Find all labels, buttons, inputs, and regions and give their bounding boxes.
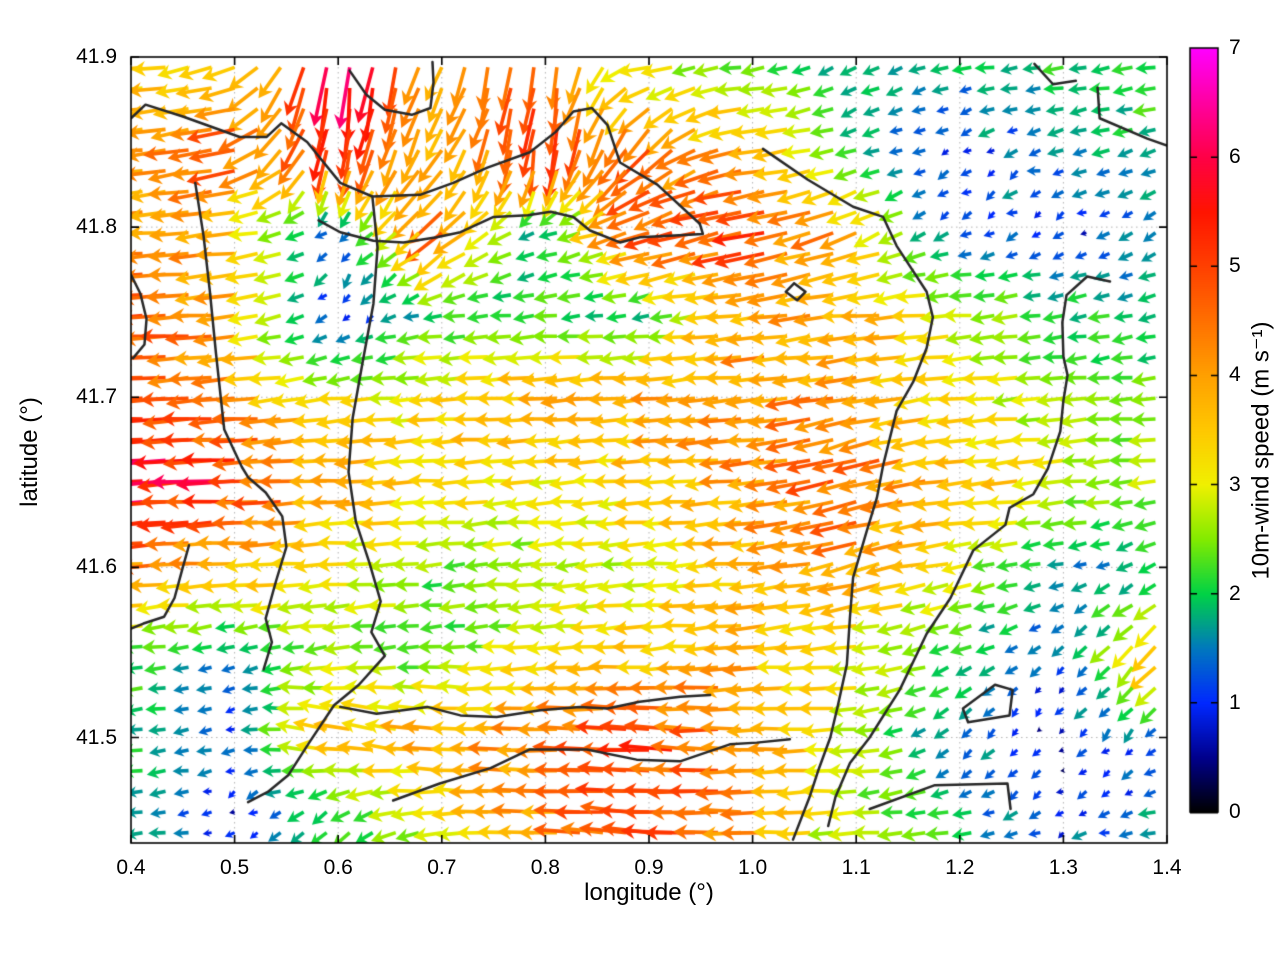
x-tick-label: 1.4 [1152,856,1182,879]
colorbar-tick-label: 3 [1229,472,1241,496]
colorbar-label: 10m-wind speed (m s⁻¹) [1247,321,1275,580]
colorbar-tick-label: 5 [1229,254,1241,278]
colorbar-tick-label: 1 [1229,690,1241,714]
y-tick-label: 41.9 [76,45,117,68]
x-tick-label: 0.9 [634,856,664,879]
x-tick-label: 1.2 [945,856,975,879]
x-axis-label: longitude (°) [584,879,714,906]
x-tick-label: 0.6 [323,856,353,879]
x-tick-label: 0.7 [427,856,457,879]
y-tick-label: 41.5 [76,725,117,749]
colorbar-tick-label: 2 [1229,581,1241,605]
x-tick-label: 0.5 [219,856,250,879]
x-tick-label: 1.0 [737,856,768,879]
colorbar-tick-label: 4 [1229,363,1241,387]
y-axis-label: latitude (°) [16,397,43,507]
colorbar-tick-label: 0 [1229,800,1241,823]
y-tick-label: 41.6 [76,555,117,579]
x-tick-label: 1.3 [1048,856,1078,879]
colorbar-tick-label: 7 [1229,36,1241,59]
x-tick-label: 1.1 [841,856,871,879]
y-tick-label: 41.8 [76,215,117,239]
x-tick-label: 0.8 [530,856,560,879]
x-tick-label: 0.4 [116,856,146,879]
y-tick-label: 41.7 [76,385,117,409]
colorbar-tick-label: 6 [1229,145,1241,169]
